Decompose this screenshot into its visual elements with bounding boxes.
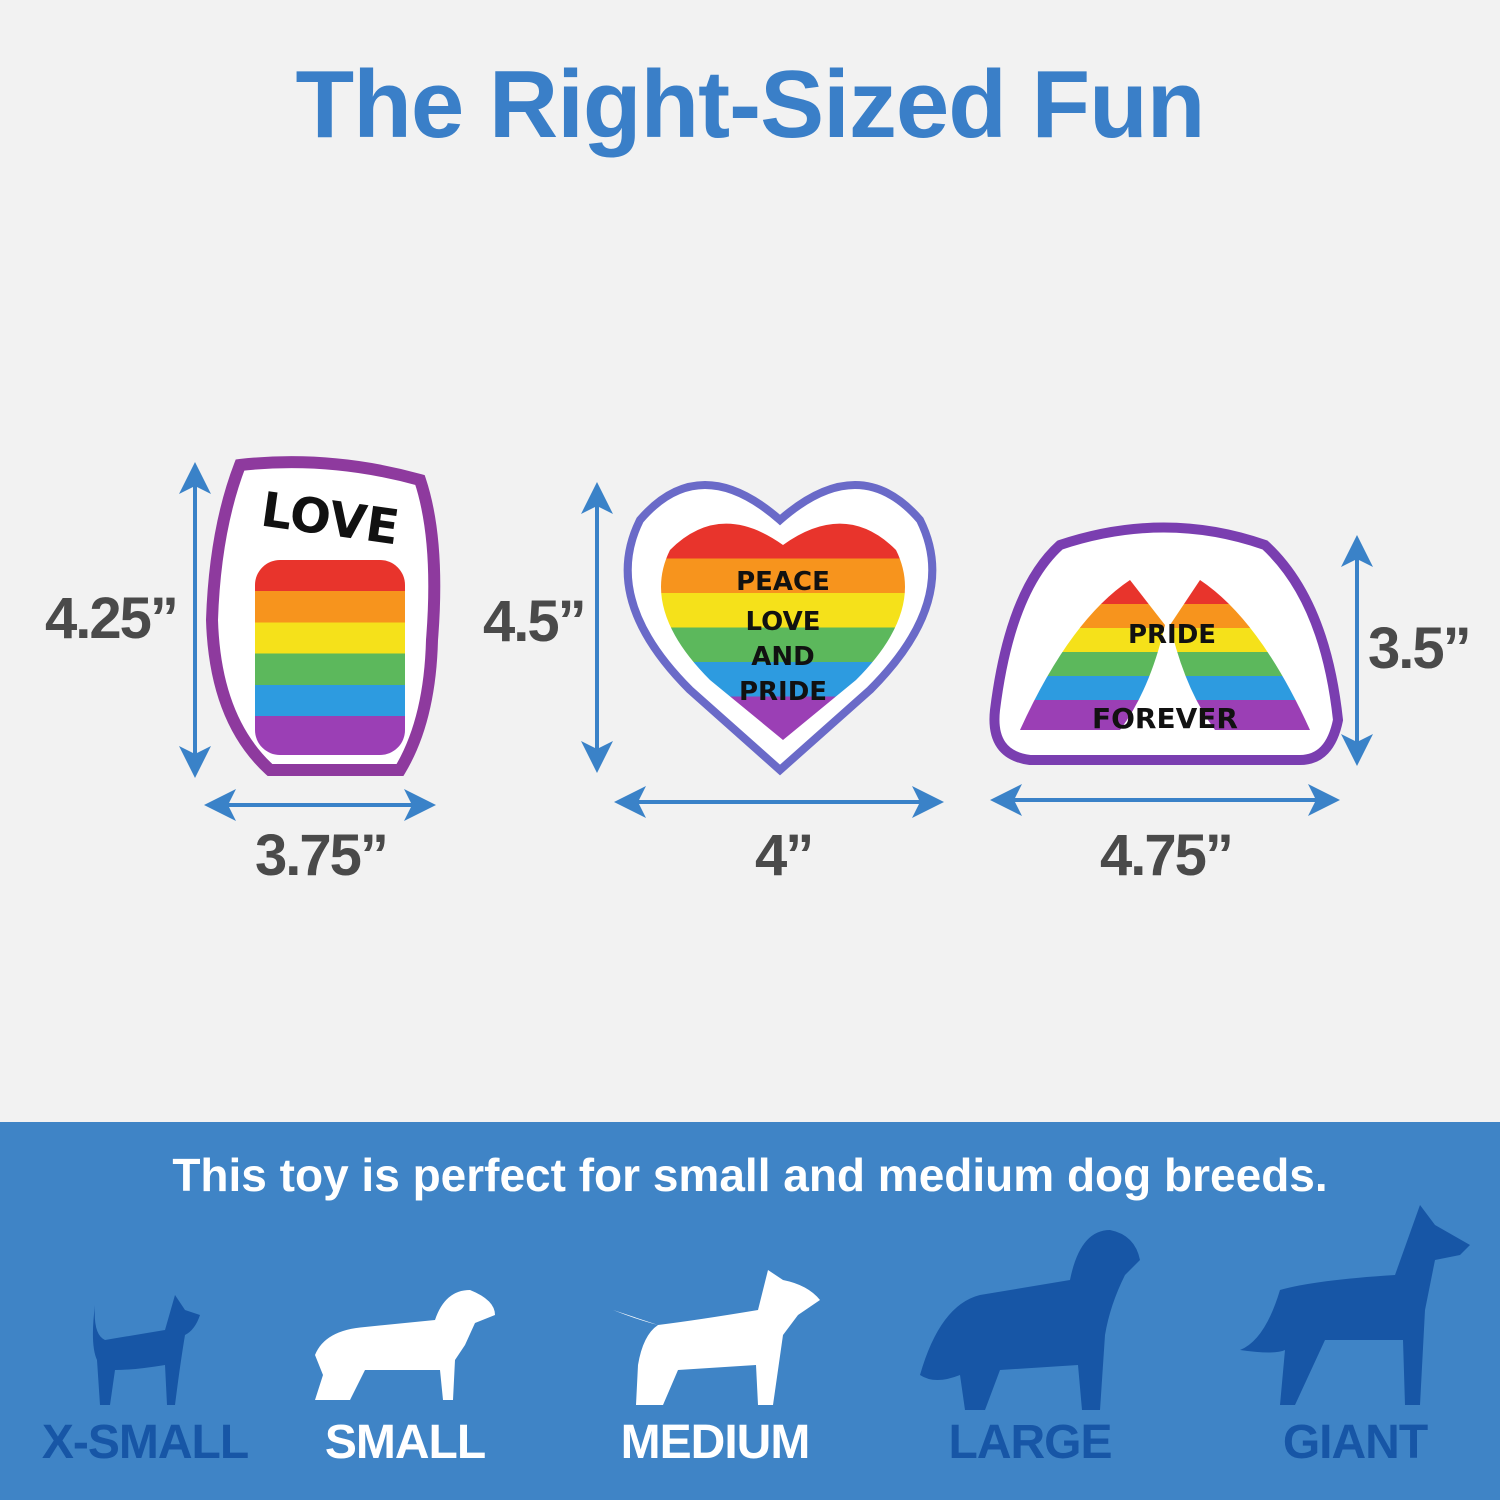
svg-text:FOREVER: FOREVER <box>1092 702 1238 735</box>
toy-heart: PEACE LOVE AND PRIDE <box>623 481 937 776</box>
size-label: GIANT <box>1282 1416 1428 1469</box>
toy-illustrations: LOVE PEACE LOVE AND PRIDE PRIDE FOREVER <box>179 456 1373 821</box>
svg-text:PRIDE: PRIDE <box>1128 620 1216 650</box>
size-label: MEDIUM <box>620 1416 811 1469</box>
size-x-small: X-SMALL <box>30 1285 260 1470</box>
svg-text:LOVE: LOVE <box>746 607 821 637</box>
hands-height-label: 3.5” <box>1368 616 1472 681</box>
size-label: X-SMALL <box>41 1416 249 1469</box>
bull-terrier-icon <box>612 1270 820 1405</box>
page-title: The Right-Sized Fun <box>295 51 1206 158</box>
size-large: LARGE <box>905 1225 1155 1470</box>
fist-width-label: 3.75” <box>255 823 389 888</box>
fist-height-label: 4.25” <box>45 586 179 651</box>
chihuahua-icon <box>92 1295 200 1405</box>
size-giant: GIANT <box>1230 1200 1480 1470</box>
svg-text:PEACE: PEACE <box>736 567 830 597</box>
tagline: This toy is perfect for small and medium… <box>172 1149 1328 1201</box>
dimension-arrows <box>179 462 1373 821</box>
heart-height-label: 4.5” <box>483 589 587 654</box>
toy-hands: PRIDE FOREVER <box>989 522 1344 765</box>
great-dane-icon <box>1240 1205 1470 1405</box>
size-label: LARGE <box>948 1416 1113 1469</box>
toy-fist: LOVE <box>205 456 441 776</box>
svg-text:PRIDE: PRIDE <box>739 677 827 707</box>
heart-width-label: 4” <box>755 823 814 888</box>
dog-size-band <box>0 1122 1500 1500</box>
size-medium: MEDIUM <box>605 1265 825 1470</box>
dachshund-icon <box>315 1290 495 1400</box>
hands-width-label: 4.75” <box>1100 823 1234 888</box>
svg-text:AND: AND <box>751 642 814 672</box>
size-label: SMALL <box>324 1416 486 1469</box>
size-small: SMALL <box>300 1285 510 1470</box>
retriever-icon <box>920 1230 1140 1410</box>
